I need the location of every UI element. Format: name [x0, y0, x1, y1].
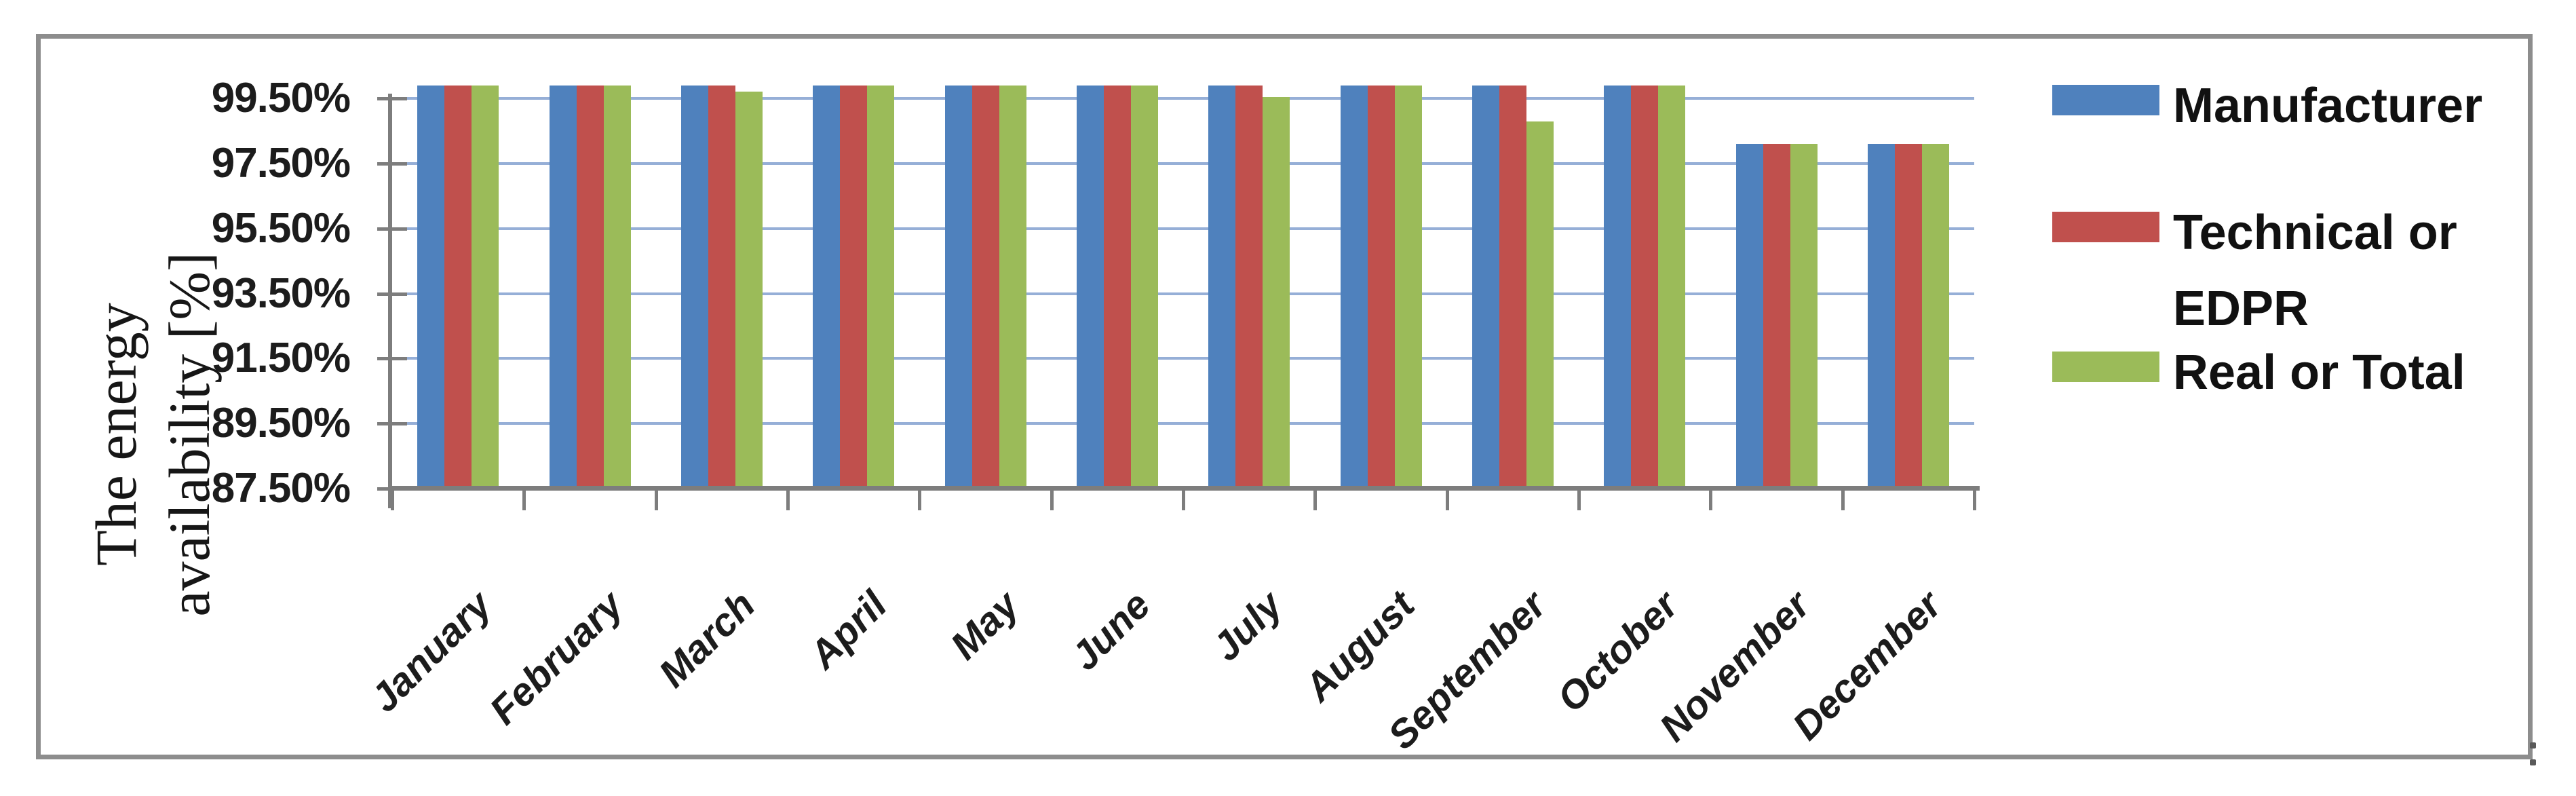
bar-june-technical-or-edpr [1103, 85, 1131, 488]
x-tick-mark [918, 487, 922, 510]
plot-area [392, 0, 1974, 489]
bar-october-real-or-total [1658, 85, 1686, 488]
legend-swatch-real-or-total [2052, 352, 2159, 382]
gridline-99.50% [392, 97, 1974, 100]
bar-september-real-or-total [1526, 121, 1554, 488]
x-tick-mark [1709, 487, 1713, 510]
y-axis-title-line1: The energy [83, 303, 149, 566]
bar-october-manufacturer [1604, 85, 1632, 488]
bar-may-real-or-total [999, 85, 1026, 488]
y-tick-mark [377, 162, 407, 166]
y-tick-label: 87.50% [211, 465, 351, 512]
x-tick-mark [522, 487, 526, 510]
bar-january-real-or-total [472, 85, 499, 488]
y-tick-label: 99.50% [211, 75, 351, 121]
bar-april-manufacturer [813, 85, 841, 488]
x-tick-mark [1973, 487, 1976, 510]
bar-november-real-or-total [1790, 144, 1818, 488]
bar-november-technical-or-edpr [1763, 144, 1790, 488]
bar-july-real-or-total [1263, 96, 1290, 488]
y-tick-mark [377, 357, 407, 361]
bar-september-manufacturer [1472, 85, 1499, 488]
y-tick-label: 91.50% [211, 335, 351, 382]
x-tick-mark [654, 487, 658, 510]
legend-label-technical-or-edpr: Technical or EDPR [2173, 206, 2457, 336]
bar-december-technical-or-edpr [1894, 144, 1922, 488]
bar-july-technical-or-edpr [1235, 85, 1263, 488]
bar-december-real-or-total [1921, 144, 1949, 488]
x-tick-mark [1841, 487, 1845, 510]
artifact-dot [2530, 742, 2536, 748]
bar-november-manufacturer [1735, 144, 1763, 488]
y-axis-line [388, 94, 392, 508]
y-tick-mark [377, 422, 407, 426]
bar-april-technical-or-edpr [840, 85, 868, 488]
bar-february-manufacturer [549, 85, 577, 488]
y-tick-label: 93.50% [211, 269, 351, 317]
gridline-89.50% [392, 422, 1974, 425]
y-tick-label: 89.50% [211, 400, 351, 447]
bar-january-manufacturer [417, 85, 445, 488]
x-tick-mark [1182, 487, 1185, 510]
legend-label-manufacturer: Manufacturer [2173, 79, 2483, 133]
gridline-97.50% [392, 162, 1974, 165]
x-tick-mark [1313, 487, 1318, 510]
y-tick-mark [377, 97, 407, 100]
legend-swatch-technical-or-edpr [2052, 212, 2159, 242]
bar-may-manufacturer [944, 85, 972, 488]
bar-march-real-or-total [735, 92, 763, 488]
y-tick-mark [377, 292, 407, 296]
bar-august-technical-or-edpr [1367, 85, 1395, 488]
gridline-91.50% [392, 357, 1974, 360]
gridline-95.50% [392, 227, 1974, 230]
x-tick-mark [1050, 487, 1054, 510]
bar-february-real-or-total [603, 85, 631, 488]
x-tick-mark [391, 487, 394, 510]
bar-june-real-or-total [1130, 85, 1158, 488]
y-tick-label: 95.50% [211, 204, 351, 252]
bar-september-technical-or-edpr [1499, 85, 1526, 488]
legend-swatch-manufacturer [2052, 85, 2159, 115]
x-tick-mark [1445, 487, 1449, 510]
y-tick-mark [377, 227, 407, 231]
legend-label-real-or-total: Real or Total [2173, 345, 2465, 400]
y-tick-label: 97.50% [211, 139, 351, 187]
bar-january-technical-or-edpr [444, 85, 472, 488]
gridline-93.50% [392, 292, 1974, 295]
bar-june-manufacturer [1076, 85, 1104, 488]
bar-april-real-or-total [867, 85, 895, 488]
bar-december-manufacturer [1867, 144, 1895, 488]
bar-march-manufacturer [680, 85, 708, 488]
x-tick-mark [786, 487, 790, 510]
bar-may-technical-or-edpr [972, 85, 999, 488]
bar-october-technical-or-edpr [1631, 85, 1659, 488]
bar-august-real-or-total [1394, 85, 1422, 488]
bar-august-manufacturer [1340, 85, 1368, 488]
x-tick-mark [1577, 487, 1581, 510]
bar-july-manufacturer [1208, 85, 1236, 488]
bar-march-technical-or-edpr [708, 85, 735, 488]
bar-february-technical-or-edpr [576, 85, 604, 488]
artifact-dot [2530, 759, 2536, 765]
